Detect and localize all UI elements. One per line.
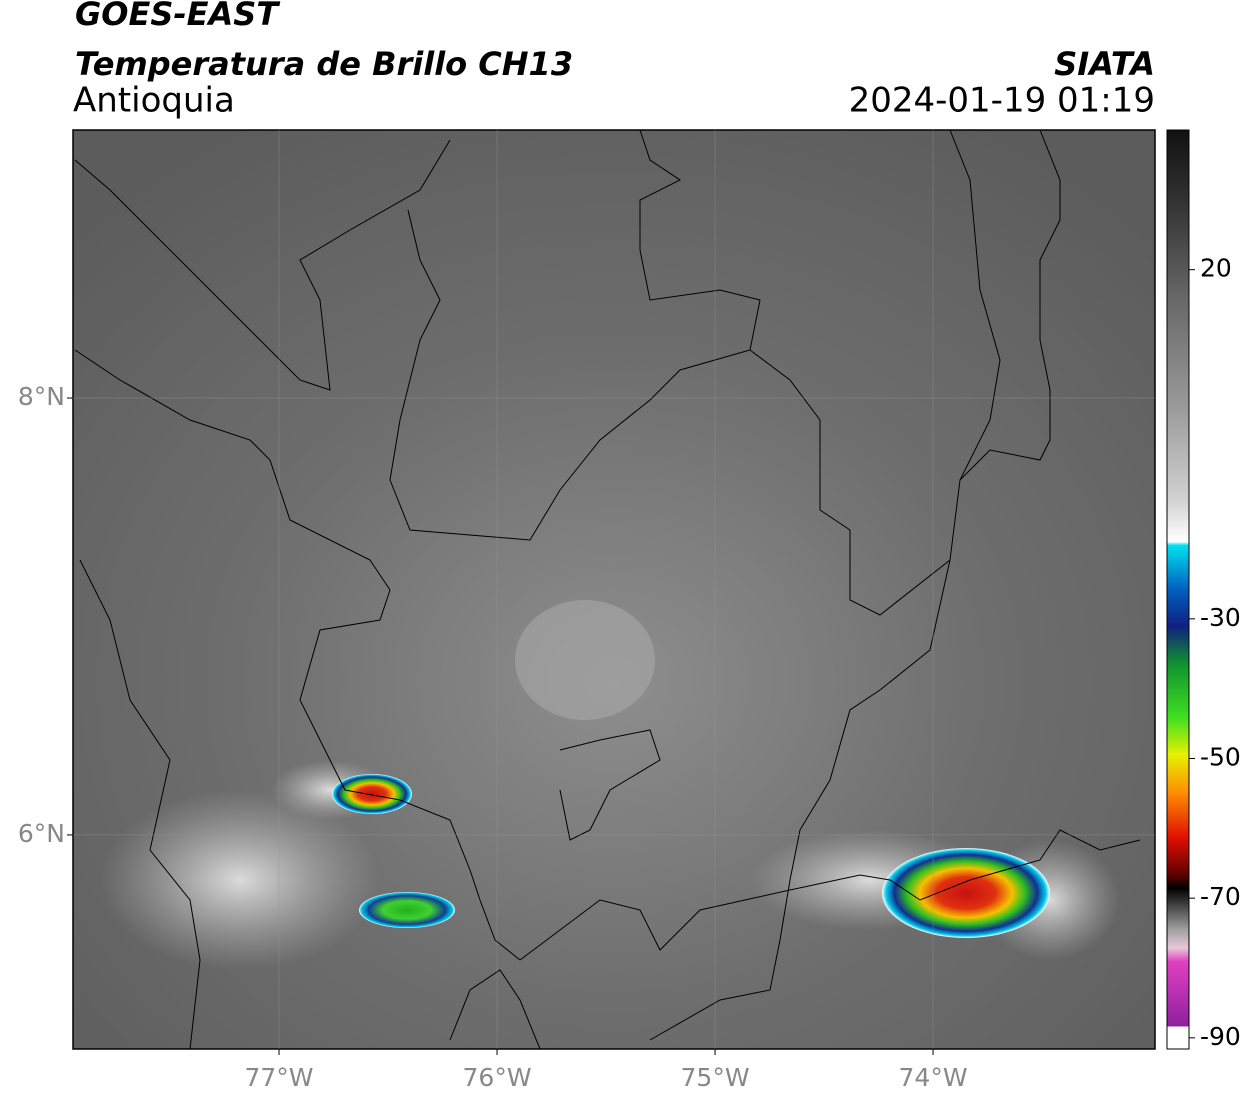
region: Antioquia bbox=[73, 81, 235, 121]
colorbar-tick-label: -70 bbox=[1200, 882, 1241, 911]
colorbar-tick-label: -50 bbox=[1200, 742, 1241, 771]
x-tick-label: 74°W bbox=[899, 1063, 968, 1092]
map-frame bbox=[72, 129, 1156, 1050]
y-tick-label: 6°N bbox=[18, 819, 65, 848]
colorbar bbox=[1166, 129, 1190, 1050]
map bbox=[73, 129, 1155, 1050]
colorbar-tick-label: -30 bbox=[1200, 603, 1241, 632]
colorbar-tick-label: 20 bbox=[1200, 254, 1232, 283]
x-tick-label: 77°W bbox=[245, 1063, 314, 1092]
title: GOES-EAST bbox=[75, 0, 280, 33]
subtitle: Temperatura de Brillo CH13 bbox=[75, 45, 573, 83]
x-tick-label: 75°W bbox=[681, 1063, 750, 1092]
x-tick-label: 76°W bbox=[463, 1063, 532, 1092]
y-tick-label: 8°N bbox=[18, 382, 65, 411]
datetime: 2024-01-19 01:19 bbox=[849, 81, 1155, 121]
colorbar-tick-label: -90 bbox=[1200, 1022, 1241, 1051]
source: SIATA bbox=[1054, 45, 1155, 83]
